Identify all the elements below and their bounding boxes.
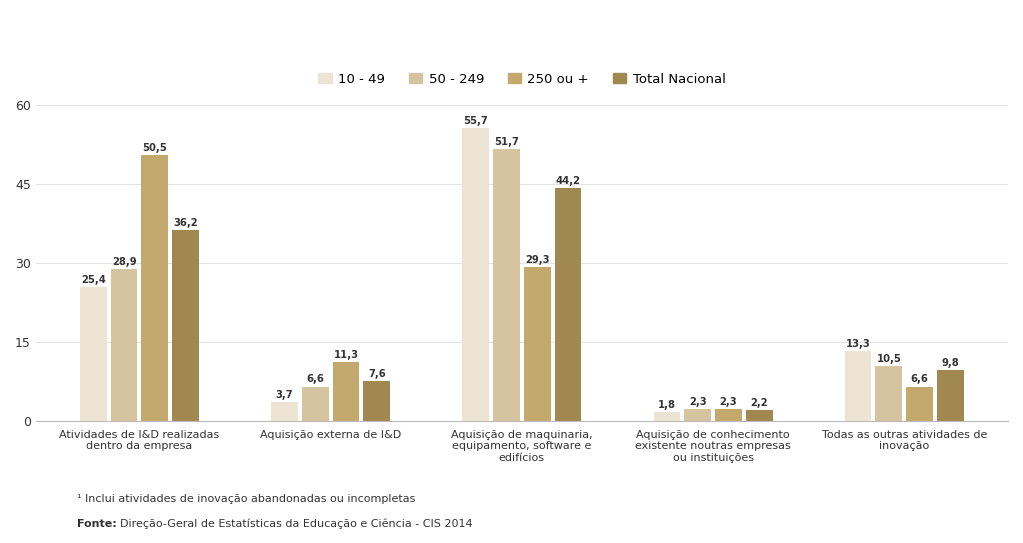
Text: 50,5: 50,5 bbox=[142, 143, 167, 153]
Text: 7,6: 7,6 bbox=[368, 369, 386, 379]
Text: 13,3: 13,3 bbox=[846, 339, 871, 349]
Text: 51,7: 51,7 bbox=[494, 137, 519, 147]
Bar bbox=[684, 409, 711, 421]
Bar bbox=[524, 267, 550, 421]
Bar bbox=[845, 351, 872, 421]
Text: 3,7: 3,7 bbox=[275, 390, 294, 400]
Bar bbox=[654, 412, 680, 421]
Text: Fonte:: Fonte: bbox=[77, 519, 117, 529]
Text: 28,9: 28,9 bbox=[112, 257, 136, 267]
Text: 55,7: 55,7 bbox=[463, 116, 488, 125]
Bar bbox=[80, 287, 106, 421]
Text: Direção-Geral de Estatísticas da Educação e Ciência - CIS 2014: Direção-Geral de Estatísticas da Educaçã… bbox=[120, 518, 473, 529]
Bar bbox=[906, 387, 933, 421]
Text: 44,2: 44,2 bbox=[555, 176, 580, 186]
Text: 6,6: 6,6 bbox=[910, 374, 929, 384]
Text: 1,8: 1,8 bbox=[658, 400, 676, 410]
Text: 9,8: 9,8 bbox=[941, 357, 960, 368]
Bar bbox=[172, 230, 199, 421]
Text: 2,3: 2,3 bbox=[688, 397, 707, 407]
Bar bbox=[332, 362, 359, 421]
Legend: 10 - 49, 50 - 249, 250 ou +, Total Nacional: 10 - 49, 50 - 249, 250 ou +, Total Nacio… bbox=[313, 67, 730, 91]
Bar bbox=[462, 128, 489, 421]
Text: 11,3: 11,3 bbox=[333, 350, 359, 359]
Text: 25,4: 25,4 bbox=[81, 275, 105, 285]
Bar bbox=[302, 387, 328, 421]
Bar bbox=[110, 269, 137, 421]
Bar bbox=[493, 149, 520, 421]
Bar bbox=[715, 409, 742, 421]
Text: 2,3: 2,3 bbox=[719, 397, 738, 407]
Text: 10,5: 10,5 bbox=[877, 354, 901, 364]
Text: 2,2: 2,2 bbox=[751, 397, 768, 408]
Bar bbox=[876, 366, 902, 421]
Bar bbox=[937, 370, 964, 421]
Text: ¹ Inclui atividades de inovação abandonadas ou incompletas: ¹ Inclui atividades de inovação abandona… bbox=[77, 494, 415, 504]
Bar bbox=[746, 410, 772, 421]
Text: 29,3: 29,3 bbox=[525, 255, 549, 264]
Bar bbox=[554, 188, 581, 421]
Bar bbox=[363, 381, 390, 421]
Bar bbox=[141, 155, 168, 421]
Text: 6,6: 6,6 bbox=[306, 374, 324, 384]
Bar bbox=[271, 402, 298, 421]
Text: 36,2: 36,2 bbox=[173, 218, 198, 228]
